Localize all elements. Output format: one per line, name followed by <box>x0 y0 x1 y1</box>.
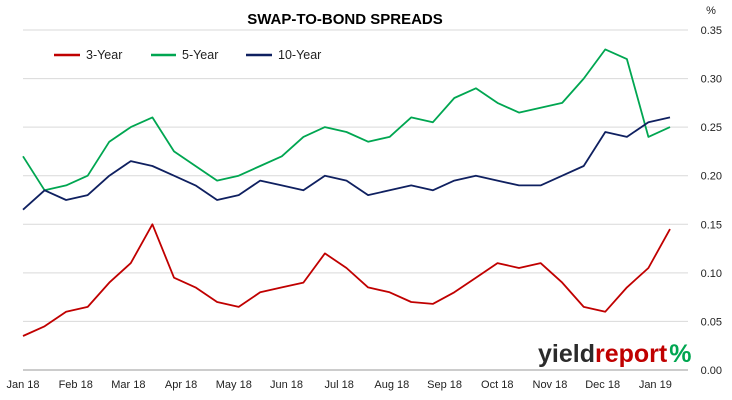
y-tick-label: 0.15 <box>701 219 722 231</box>
legend-item-10-year: 10-Year <box>246 48 321 62</box>
x-tick-label: Apr 18 <box>165 379 197 391</box>
y-tick-label: 0.20 <box>701 171 722 183</box>
legend-item-5-year: 5-Year <box>151 48 218 62</box>
chart-title: SWAP-TO-BOND SPREADS <box>247 11 443 28</box>
x-tick-label: Aug 18 <box>374 379 409 391</box>
logo-percent: % <box>669 340 691 368</box>
y-tick-label: 0.05 <box>701 316 722 328</box>
series-line-3-year <box>22 223 671 337</box>
gridlines <box>23 29 688 322</box>
y-axis-ticks: 0.00 0.05 0.10 0.15 0.20 0.25 0.30 0.35 <box>701 25 722 377</box>
x-tick-label: Sep 18 <box>427 379 462 391</box>
x-tick-label: Jun 18 <box>270 379 303 391</box>
x-axis-ticks: Jan 18 Feb 18 Mar 18 Apr 18 May 18 Jun 18 Jul … <box>6 379 671 391</box>
y-tick-label: 0.30 <box>701 74 722 86</box>
logo-wordmark: yieldreport% <box>538 340 691 368</box>
x-tick-label: Jan 18 <box>6 379 39 391</box>
x-tick-label: Mar 18 <box>111 379 145 391</box>
legend: 3-Year 5-Year 10-Year <box>54 48 321 62</box>
y-tick-label: 0.35 <box>701 25 722 37</box>
x-tick-label: Jan 19 <box>639 379 672 391</box>
legend-label-3-year: 3-Year <box>86 48 122 62</box>
x-tick-label: Oct 18 <box>481 379 513 391</box>
x-tick-label: Nov 18 <box>533 379 568 391</box>
legend-item-3-year: 3-Year <box>54 48 122 62</box>
legend-label-5-year: 5-Year <box>182 48 218 62</box>
logo-yield: yield <box>538 340 595 368</box>
y-tick-label: 0.10 <box>701 268 722 280</box>
x-tick-label: Feb 18 <box>59 379 93 391</box>
y-axis-unit-label: % <box>706 5 716 17</box>
y-tick-label: 0.00 <box>701 365 722 377</box>
series-line-10-year <box>22 116 671 211</box>
logo-report: report <box>595 340 668 368</box>
y-tick-label: 0.25 <box>701 122 722 134</box>
x-tick-label: Jul 18 <box>324 379 353 391</box>
legend-label-10-year: 10-Year <box>278 48 321 62</box>
x-tick-label: May 18 <box>216 379 252 391</box>
yieldreport-logo: yieldreport% <box>538 340 691 368</box>
series-line-5-year <box>22 48 671 192</box>
series-lines <box>22 48 671 337</box>
x-tick-label: Dec 18 <box>585 379 620 391</box>
